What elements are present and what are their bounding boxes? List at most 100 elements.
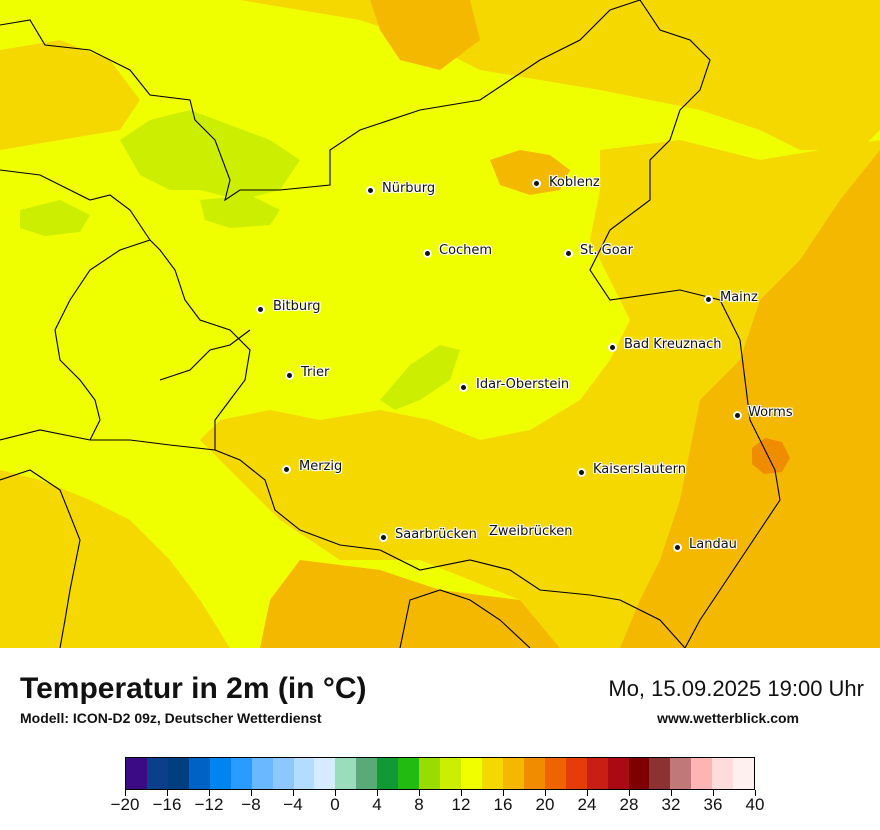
city-label-bad-kreuznach: Bad Kreuznach bbox=[624, 337, 722, 352]
border-west bbox=[0, 429, 91, 441]
colorbar-tick-label: −12 bbox=[194, 795, 224, 814]
city-dot-nuerburg bbox=[366, 186, 375, 195]
colorbar-tick-label: −20 bbox=[110, 795, 140, 814]
colorbar-tick bbox=[334, 790, 336, 796]
city-dot-bad-kreuznach bbox=[608, 343, 617, 352]
city-dot-koblenz bbox=[532, 179, 541, 188]
border-north-east bbox=[589, 0, 761, 441]
colorbar-tick-label: −16 bbox=[152, 795, 182, 814]
city-label-trier: Trier bbox=[301, 365, 330, 380]
colorbar-segment bbox=[523, 758, 545, 789]
map-title: Temperatur in 2m (in °C) bbox=[20, 672, 367, 705]
colorbar-segment bbox=[670, 758, 692, 789]
colorbar-tick bbox=[712, 790, 714, 796]
colorbar-tick bbox=[292, 790, 294, 796]
colorbar-tick-label: 32 bbox=[661, 795, 681, 814]
colorbar-tick bbox=[376, 790, 378, 796]
colorbar-segment bbox=[293, 758, 315, 789]
city-label-saarbruecken: Saarbrücken bbox=[395, 527, 477, 542]
cool-region-hunsrueck bbox=[380, 345, 460, 410]
border-rhine bbox=[684, 439, 781, 648]
colorbar-tick-label: 0 bbox=[330, 795, 340, 814]
colorbar-segment bbox=[230, 758, 252, 789]
cool-region-belgium bbox=[20, 200, 90, 236]
city-dot-mainz bbox=[704, 295, 713, 304]
border-north bbox=[0, 0, 641, 202]
warm-region-west bbox=[0, 40, 140, 150]
border-saar bbox=[90, 439, 686, 648]
colorbar-segment bbox=[272, 758, 294, 789]
website-link: www.wetterblick.com bbox=[657, 710, 799, 726]
border-france bbox=[0, 469, 81, 648]
temperature-map: Nürburg Koblenz Cochem St. Goar Mainz Bi… bbox=[0, 0, 880, 648]
city-dot-idar-oberstein bbox=[459, 383, 468, 392]
city-label-merzig: Merzig bbox=[299, 459, 343, 474]
city-dot-worms bbox=[733, 411, 742, 420]
city-dot-merzig bbox=[282, 465, 291, 474]
colorbar-segment bbox=[502, 758, 524, 789]
colorbar-tick bbox=[754, 790, 756, 796]
border-luxembourg bbox=[54, 239, 151, 441]
colorbar-segment bbox=[398, 758, 420, 789]
colorbar-segment bbox=[481, 758, 503, 789]
colorbar-tick-label: 28 bbox=[619, 795, 639, 814]
city-label-nuerburg: Nürburg bbox=[382, 181, 436, 196]
city-dot-st-goar bbox=[564, 249, 573, 258]
cool-region-eifel-south bbox=[200, 195, 280, 228]
model-info: Modell: ICON-D2 09z, Deutscher Wetterdie… bbox=[20, 710, 322, 726]
colorbar-segment bbox=[691, 758, 713, 789]
colorbar-tick bbox=[460, 790, 462, 796]
colorbar-segment bbox=[607, 758, 629, 789]
colorbar-segment bbox=[335, 758, 357, 789]
colorbar-tick bbox=[670, 790, 672, 796]
colorbar-segment bbox=[251, 758, 273, 789]
city-label-mainz: Mainz bbox=[720, 290, 758, 305]
colorbar-segment bbox=[167, 758, 189, 789]
colorbar-tick-label: 20 bbox=[535, 795, 555, 814]
colorbar-tick-label: 24 bbox=[577, 795, 597, 814]
border-belgium-north bbox=[0, 169, 151, 241]
colorbar-tick bbox=[166, 790, 168, 796]
colorbar-tick-label: 16 bbox=[493, 795, 513, 814]
city-label-idar-oberstein: Idar-Oberstein bbox=[476, 377, 570, 392]
city-dot-cochem bbox=[423, 249, 432, 258]
colorbar-segment bbox=[440, 758, 461, 789]
gold-region-koblenz bbox=[490, 150, 570, 195]
border-saar-rlp bbox=[149, 239, 251, 450]
colorbar-tick-label: −4 bbox=[283, 795, 303, 814]
border-germany-inner bbox=[159, 329, 251, 381]
cool-region-eifel bbox=[120, 110, 300, 200]
city-label-cochem: Cochem bbox=[439, 243, 493, 258]
colorbar-segment bbox=[146, 758, 168, 789]
city-dot-bitburg bbox=[256, 305, 265, 314]
forecast-datetime: Mo, 15.09.2025 19:00 Uhr bbox=[608, 676, 864, 701]
colorbar-segment bbox=[733, 758, 755, 789]
colorbar-tick bbox=[208, 790, 210, 796]
city-dot-trier bbox=[285, 371, 294, 380]
colorbar-tick-label: 40 bbox=[745, 795, 765, 814]
gold-region-north bbox=[370, 0, 480, 70]
map-canvas bbox=[0, 0, 880, 648]
city-label-st-goar: St. Goar bbox=[580, 243, 633, 258]
colorbar-tick bbox=[124, 790, 126, 796]
colorbar-tick bbox=[418, 790, 420, 796]
colorbar-segment bbox=[649, 758, 671, 789]
colorbar-tick-label: 12 bbox=[451, 795, 471, 814]
colorbar-segment bbox=[565, 758, 587, 789]
colorbar-segment bbox=[712, 758, 734, 789]
border-france-south bbox=[399, 589, 531, 648]
colorbar-segment bbox=[586, 758, 608, 789]
colorbar-tick bbox=[628, 790, 630, 796]
map-footer: Temperatur in 2m (in °C) Modell: ICON-D2… bbox=[0, 648, 880, 830]
city-dot-landau bbox=[673, 543, 682, 552]
city-label-landau: Landau bbox=[689, 537, 737, 552]
city-dot-saarbruecken bbox=[379, 533, 388, 542]
city-label-koblenz: Koblenz bbox=[549, 175, 600, 190]
colorbar-tick bbox=[502, 790, 504, 796]
city-label-worms: Worms bbox=[748, 405, 793, 420]
colorbar-ticks: −20 −16 −12 −8 −4 0 4 8 12 16 20 24 28 32 36 40 bbox=[111, 790, 764, 820]
city-label-bitburg: Bitburg bbox=[273, 299, 321, 314]
colorbar-tick-label: 36 bbox=[703, 795, 723, 814]
colorbar-tick-label: −8 bbox=[241, 795, 261, 814]
colorbar-segment bbox=[188, 758, 210, 789]
